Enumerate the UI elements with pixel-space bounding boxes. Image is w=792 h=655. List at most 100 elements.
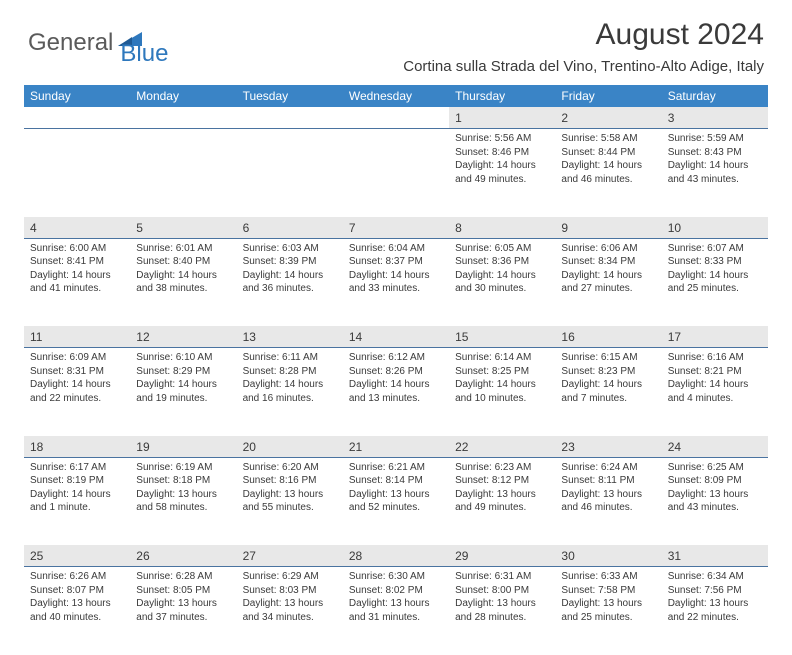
week-row: Sunrise: 6:00 AMSunset: 8:41 PM Daylight:… xyxy=(24,238,768,326)
daynum-cell: 16 xyxy=(555,326,661,348)
day-cell: Sunrise: 6:01 AMSunset: 8:40 PMDaylight:… xyxy=(130,238,236,326)
day-cell: Sunrise: 6:19 AMSunset: 8:18 PMDaylight:… xyxy=(130,457,236,545)
day-cell: Sunrise: 6:29 AMSunset: 8:03 PMDaylight:… xyxy=(237,567,343,655)
sunrise-line: Sunrise: 5:58 AM xyxy=(561,132,655,146)
sunrise-line: Sunrise: 6:30 AM xyxy=(349,570,443,584)
daynum-cell xyxy=(343,107,449,129)
day-details: Sunrise: 6:34 AMSunset: 7:56 PMDaylight:… xyxy=(662,567,768,628)
daylight-line: Daylight: 13 hours and 58 minutes. xyxy=(136,488,230,515)
day-number: 31 xyxy=(668,549,681,563)
day-cell: Sunrise: 6:09 AMSunset: 8:31 PMDaylight:… xyxy=(24,348,130,436)
daylight-line: Daylight: 13 hours and 31 minutes. xyxy=(349,597,443,624)
daylight-line: Daylight: 13 hours and 52 minutes. xyxy=(349,488,443,515)
day-details: Sunrise: 6:16 AMSunset: 8:21 PMDaylight:… xyxy=(662,348,768,409)
daynum-cell: 11 xyxy=(24,326,130,348)
daynum-cell: 9 xyxy=(555,217,661,239)
daynum-cell: 8 xyxy=(449,217,555,239)
sunset-line: Sunset: 8:41 PM xyxy=(30,255,124,269)
day-details: Sunrise: 6:15 AMSunset: 8:23 PMDaylight:… xyxy=(555,348,661,409)
sunrise-line: Sunrise: 6:34 AM xyxy=(668,570,762,584)
day-details: Sunrise: 6:11 AMSunset: 8:28 PMDaylight:… xyxy=(237,348,343,409)
day-number: 6 xyxy=(243,221,250,235)
day-details: Sunrise: 6:01 AMSunset: 8:40 PMDaylight:… xyxy=(130,239,236,300)
day-number: 13 xyxy=(243,330,256,344)
daynum-cell: 1 xyxy=(449,107,555,129)
day-cell: Sunrise: 6:05 AMSunset: 8:36 PMDaylight:… xyxy=(449,238,555,326)
day-number: 9 xyxy=(561,221,568,235)
daynum-row: 123 xyxy=(24,107,768,129)
day-details: Sunrise: 6:28 AMSunset: 8:05 PMDaylight:… xyxy=(130,567,236,628)
day-details: Sunrise: 6:29 AMSunset: 8:03 PMDaylight:… xyxy=(237,567,343,628)
day-details: Sunrise: 6:24 AMSunset: 8:11 PMDaylight:… xyxy=(555,458,661,519)
sunrise-line: Sunrise: 6:15 AM xyxy=(561,351,655,365)
daynum-cell: 29 xyxy=(449,545,555,567)
location: Cortina sulla Strada del Vino, Trentino-… xyxy=(403,58,764,75)
sunset-line: Sunset: 8:03 PM xyxy=(243,584,337,598)
day-details: Sunrise: 6:21 AMSunset: 8:14 PMDaylight:… xyxy=(343,458,449,519)
sunset-line: Sunset: 8:11 PM xyxy=(561,474,655,488)
daynum-cell: 21 xyxy=(343,436,449,458)
sunset-line: Sunset: 8:33 PM xyxy=(668,255,762,269)
day-cell: Sunrise: 6:12 AMSunset: 8:26 PMDaylight:… xyxy=(343,348,449,436)
day-cell: Sunrise: 6:20 AMSunset: 8:16 PMDaylight:… xyxy=(237,457,343,545)
day-cell xyxy=(130,129,236,217)
day-cell: Sunrise: 6:26 AMSunset: 8:07 PMDaylight:… xyxy=(24,567,130,655)
daylight-line: Daylight: 14 hours and 4 minutes. xyxy=(668,378,762,405)
daynum-cell: 22 xyxy=(449,436,555,458)
day-number: 11 xyxy=(30,330,42,344)
sunrise-line: Sunrise: 6:33 AM xyxy=(561,570,655,584)
week-row: Sunrise: 6:09 AMSunset: 8:31 PMDaylight:… xyxy=(24,348,768,436)
day-cell: Sunrise: 6:23 AMSunset: 8:12 PMDaylight:… xyxy=(449,457,555,545)
sunset-line: Sunset: 8:31 PM xyxy=(30,365,124,379)
daynum-cell: 5 xyxy=(130,217,236,239)
sunrise-line: Sunrise: 6:14 AM xyxy=(455,351,549,365)
sunrise-line: Sunrise: 6:17 AM xyxy=(30,461,124,475)
daynum-cell xyxy=(24,107,130,129)
daylight-line: Daylight: 13 hours and 25 minutes. xyxy=(561,597,655,624)
day-cell: Sunrise: 6:33 AMSunset: 7:58 PMDaylight:… xyxy=(555,567,661,655)
sunset-line: Sunset: 8:07 PM xyxy=(30,584,124,598)
weekday-header-row: SundayMondayTuesdayWednesdayThursdayFrid… xyxy=(24,85,768,107)
day-cell: Sunrise: 6:04 AMSunset: 8:37 PMDaylight:… xyxy=(343,238,449,326)
daynum-cell: 7 xyxy=(343,217,449,239)
daynum-cell: 10 xyxy=(662,217,768,239)
daynum-row: 25262728293031 xyxy=(24,545,768,567)
sunset-line: Sunset: 8:05 PM xyxy=(136,584,230,598)
week-row: Sunrise: 5:56 AMSunset: 8:46 PMDaylight:… xyxy=(24,129,768,217)
daynum-cell: 20 xyxy=(237,436,343,458)
day-details: Sunrise: 6:05 AMSunset: 8:36 PMDaylight:… xyxy=(449,239,555,300)
day-cell: Sunrise: 6:10 AMSunset: 8:29 PMDaylight:… xyxy=(130,348,236,436)
day-details: Sunrise: 6:26 AMSunset: 8:07 PMDaylight:… xyxy=(24,567,130,628)
day-cell: Sunrise: 6:21 AMSunset: 8:14 PMDaylight:… xyxy=(343,457,449,545)
weekday-header: Saturday xyxy=(662,85,768,107)
sunrise-line: Sunrise: 6:26 AM xyxy=(30,570,124,584)
daylight-line: Daylight: 14 hours and 49 minutes. xyxy=(455,159,549,186)
daynum-cell: 24 xyxy=(662,436,768,458)
sunrise-line: Sunrise: 6:20 AM xyxy=(243,461,337,475)
day-number: 15 xyxy=(455,330,468,344)
daynum-cell: 26 xyxy=(130,545,236,567)
daynum-cell xyxy=(130,107,236,129)
sunrise-line: Sunrise: 6:28 AM xyxy=(136,570,230,584)
weekday-header: Friday xyxy=(555,85,661,107)
daynum-cell: 18 xyxy=(24,436,130,458)
day-details: Sunrise: 5:59 AMSunset: 8:43 PMDaylight:… xyxy=(662,129,768,190)
sunrise-line: Sunrise: 6:11 AM xyxy=(243,351,337,365)
sunset-line: Sunset: 8:09 PM xyxy=(668,474,762,488)
day-details: Sunrise: 5:56 AMSunset: 8:46 PMDaylight:… xyxy=(449,129,555,190)
daynum-row: 18192021222324 xyxy=(24,436,768,458)
daynum-row: 45678910 xyxy=(24,217,768,239)
daylight-line: Daylight: 13 hours and 28 minutes. xyxy=(455,597,549,624)
sunset-line: Sunset: 8:02 PM xyxy=(349,584,443,598)
day-details: Sunrise: 6:00 AMSunset: 8:41 PMDaylight:… xyxy=(24,239,130,300)
daylight-line: Daylight: 14 hours and 25 minutes. xyxy=(668,269,762,296)
day-details: Sunrise: 6:20 AMSunset: 8:16 PMDaylight:… xyxy=(237,458,343,519)
sunrise-line: Sunrise: 6:24 AM xyxy=(561,461,655,475)
sunrise-line: Sunrise: 6:00 AM xyxy=(30,242,124,256)
day-details: Sunrise: 6:31 AMSunset: 8:00 PMDaylight:… xyxy=(449,567,555,628)
day-number: 29 xyxy=(455,549,468,563)
daylight-line: Daylight: 13 hours and 22 minutes. xyxy=(668,597,762,624)
day-details: Sunrise: 5:58 AMSunset: 8:44 PMDaylight:… xyxy=(555,129,661,190)
sunset-line: Sunset: 8:18 PM xyxy=(136,474,230,488)
daynum-cell: 19 xyxy=(130,436,236,458)
